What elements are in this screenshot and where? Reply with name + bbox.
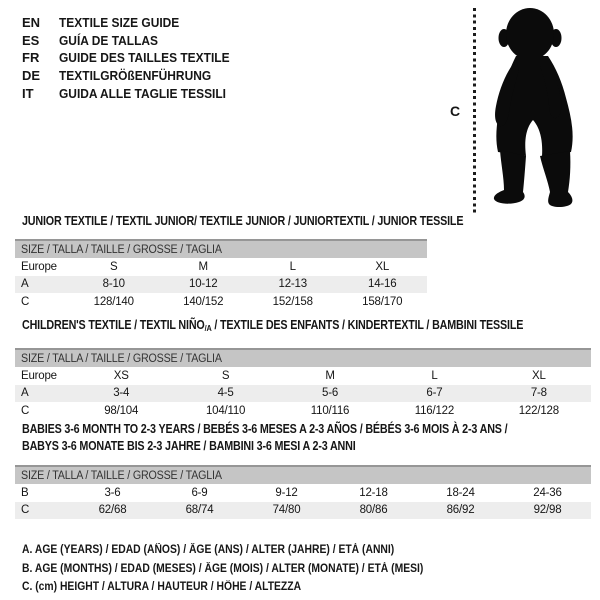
size-cell: L — [289, 260, 296, 273]
language-row-de: DE TEXTILGRÖßENFÜHRUNG — [22, 67, 244, 85]
size-cell: M — [198, 260, 209, 273]
language-title: GUIDE DES TAILLES TEXTILE — [59, 50, 230, 66]
language-code: IT — [22, 85, 34, 101]
size-bar: SIZE / TALLA / TAILLE / GRÖSSE / TAGLIA — [15, 239, 427, 258]
size-cell: 14-16 — [368, 278, 397, 291]
size-cell: 18-24 — [446, 486, 475, 499]
size-cell: 12-18 — [359, 486, 388, 499]
size-cell: 68/74 — [185, 504, 214, 517]
size-cell: M — [325, 369, 335, 382]
size-cell: 7-8 — [530, 387, 547, 400]
footnote-legend: A. AGE (YEARS) / EDAD (AÑOS) / ÂGE (ANS)… — [22, 541, 468, 597]
row-label: Europe — [21, 369, 57, 382]
babies-size-table: SIZE / TALLA / TAILLE / GRÖSSE / TAGLIA … — [15, 465, 591, 519]
row-label: B — [21, 486, 29, 499]
children-section-heading: CHILDREN'S TEXTILE / TEXTIL NIÑO/A / TEX… — [22, 318, 523, 333]
size-bar: SIZE / TALLA / TAILLE / GRÖSSE / TAGLIA — [15, 465, 591, 484]
table-row: C 128/140 140/152 152/158 158/170 — [15, 293, 427, 311]
size-cell: 140/152 — [183, 295, 224, 308]
size-cell: 8-10 — [102, 278, 125, 291]
size-cell: 9-12 — [275, 486, 298, 499]
size-cell: XL — [531, 369, 546, 382]
size-cell: 158/170 — [362, 295, 403, 308]
height-measure-dotted-line — [473, 8, 476, 213]
table-row: B 3-6 6-9 9-12 12-18 18-24 24-36 — [15, 484, 591, 502]
row-label: Europe — [21, 260, 57, 273]
size-cell: XS — [113, 369, 129, 382]
size-cell: 6-9 — [191, 486, 208, 499]
size-cell: 4-5 — [217, 387, 234, 400]
size-cell: 3-4 — [113, 387, 130, 400]
babies-heading-line2: BABYS 3-6 MONATE BIS 2-3 JAHRE / BAMBINI… — [22, 438, 356, 453]
row-label: A — [21, 278, 29, 291]
size-cell: 122/128 — [518, 404, 559, 417]
size-cell: 10-12 — [189, 278, 218, 291]
baby-silhouette-icon — [493, 8, 573, 207]
size-cell: 128/140 — [93, 295, 134, 308]
size-cell: L — [431, 369, 438, 382]
size-cell: 24-36 — [533, 486, 562, 499]
table-row: Europe XS S M L XL — [15, 367, 591, 385]
size-cell: 3-6 — [104, 486, 121, 499]
table-row: A 3-4 4-5 5-6 6-7 7-8 — [15, 384, 591, 402]
size-bar: SIZE / TALLA / TAILLE / GRÖSSE / TAGLIA — [15, 348, 591, 367]
size-cell: 86/92 — [446, 504, 475, 517]
children-size-table: SIZE / TALLA / TAILLE / GRÖSSE / TAGLIA … — [15, 348, 591, 420]
babies-heading-line1: BABIES 3-6 MONTH TO 2-3 YEARS / BEBÉS 3-… — [22, 422, 508, 436]
size-cell: 5-6 — [322, 387, 339, 400]
row-label: C — [21, 504, 30, 517]
size-cell: 116/122 — [414, 404, 455, 417]
language-code: FR — [22, 50, 40, 66]
size-cell: 12-13 — [278, 278, 308, 291]
row-label: C — [21, 404, 30, 417]
language-row-fr: FR GUIDE DES TAILLES TEXTILE — [22, 49, 244, 67]
size-cell: 6-7 — [426, 387, 443, 400]
footnote-a: A. AGE (YEARS) / EDAD (AÑOS) / ÂGE (ANS)… — [22, 544, 395, 556]
table-row: C 62/68 68/74 74/80 80/86 86/92 92/98 — [15, 501, 591, 519]
children-heading-subscript: /A — [204, 323, 212, 333]
junior-section-heading: JUNIOR TEXTILE / TEXTIL JUNIOR/ TEXTILE … — [22, 214, 464, 228]
language-code: DE — [22, 68, 41, 84]
row-label: C — [21, 295, 30, 308]
language-row-en: EN TEXTILE SIZE GUIDE — [22, 14, 244, 32]
size-cell: 110/116 — [310, 404, 350, 417]
size-cell: 104/110 — [205, 404, 246, 417]
language-title: GUIDA ALLE TAGLIE TESSILI — [59, 85, 227, 101]
table-row: C 98/104 104/110 110/116 116/122 122/128 — [15, 402, 591, 420]
footnote-c: C. (cm) HEIGHT / ALTURA / HAUTEUR / HÖHE… — [22, 581, 302, 593]
language-row-es: ES GUÍA DE TALLAS — [22, 32, 244, 50]
size-cell: 62/68 — [98, 504, 127, 517]
size-cell: XL — [375, 260, 390, 273]
language-code: ES — [22, 32, 40, 48]
size-bar-label: SIZE / TALLA / TAILLE / GRÖSSE / TAGLIA — [21, 469, 222, 482]
language-title: TEXTILE SIZE GUIDE — [59, 15, 180, 31]
size-cell: 98/104 — [104, 404, 139, 417]
size-bar-label: SIZE / TALLA / TAILLE / GRÖSSE / TAGLIA — [21, 352, 222, 365]
height-measure-label: C — [450, 103, 461, 119]
size-bar-label: SIZE / TALLA / TAILLE / GRÖSSE / TAGLIA — [21, 243, 222, 256]
size-cell: S — [110, 260, 118, 273]
children-heading-pre: CHILDREN'S TEXTILE / TEXTIL NIÑO — [22, 318, 205, 332]
children-heading-post: / TEXTILE DES ENFANTS / KINDERTEXTIL / B… — [211, 318, 524, 332]
table-row: Europe S M L XL — [15, 258, 427, 276]
language-title: GUÍA DE TALLAS — [59, 32, 159, 48]
language-code: EN — [22, 15, 41, 31]
size-cell: 74/80 — [272, 504, 301, 517]
size-cell: 92/98 — [533, 504, 562, 517]
size-cell: S — [221, 369, 230, 382]
language-title-list: EN TEXTILE SIZE GUIDE ES GUÍA DE TALLAS … — [22, 14, 244, 102]
footnote-b: B. AGE (MONTHS) / EDAD (MESES) / ÂGE (MO… — [22, 562, 424, 575]
language-title: TEXTILGRÖßENFÜHRUNG — [59, 68, 212, 84]
size-cell: 80/86 — [359, 504, 388, 517]
table-row: A 8-10 10-12 12-13 14-16 — [15, 275, 427, 293]
babies-section-heading: BABIES 3-6 MONTH TO 2-3 YEARS / BEBÉS 3-… — [22, 421, 508, 454]
language-row-it: IT GUIDA ALLE TAGLIE TESSILI — [22, 84, 244, 102]
size-cell: 152/158 — [272, 295, 313, 308]
junior-size-table: SIZE / TALLA / TAILLE / GRÖSSE / TAGLIA … — [15, 239, 427, 311]
row-label: A — [21, 387, 29, 400]
